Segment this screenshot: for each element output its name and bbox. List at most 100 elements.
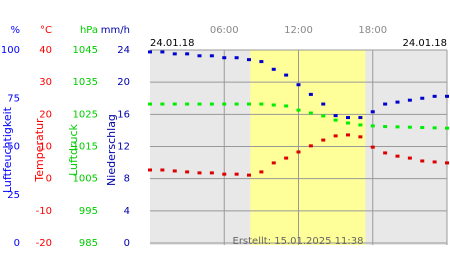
axis-title: Luftdruck	[67, 123, 80, 175]
y-tick-label: 12	[117, 142, 130, 153]
data-point	[296, 83, 301, 87]
y-tick-label: 8	[124, 174, 130, 185]
data-point	[185, 52, 190, 56]
y-tick-label: 75	[7, 93, 20, 104]
data-point	[247, 173, 251, 177]
axis-title: Luftfeuchtigkeit	[1, 106, 14, 193]
x-tick-label: 06:00	[210, 25, 239, 36]
y-tick-label: -20	[36, 238, 52, 249]
data-point	[259, 170, 264, 174]
y-tick-label: 995	[79, 206, 98, 217]
data-point	[160, 102, 165, 106]
y-tick-label: 20	[117, 77, 130, 88]
data-point	[160, 168, 165, 172]
data-point	[222, 56, 227, 60]
y-tick-label: 0	[46, 174, 52, 185]
data-point	[432, 94, 437, 98]
data-point	[321, 138, 326, 142]
y-tick-label: 0	[14, 238, 20, 249]
data-point	[234, 56, 239, 60]
data-point	[333, 118, 338, 122]
data-point	[407, 156, 412, 160]
data-point	[308, 111, 313, 115]
data-point	[370, 110, 375, 114]
data-point	[222, 172, 227, 176]
y-tick-label: 1005	[73, 174, 98, 185]
y-tick-label: -10	[36, 206, 52, 217]
data-point	[383, 125, 388, 129]
data-point	[148, 50, 152, 54]
data-point	[333, 114, 338, 118]
data-point	[185, 170, 190, 174]
data-point	[395, 154, 400, 158]
data-point	[197, 102, 202, 106]
y-tick-label: 1035	[73, 77, 98, 88]
data-point	[370, 124, 375, 128]
data-point	[197, 171, 202, 175]
data-point	[284, 104, 289, 108]
y-tick-label: 10	[39, 142, 52, 153]
data-point	[395, 100, 400, 104]
y-tick-label: 30	[39, 77, 52, 88]
axis-unit: %	[10, 25, 20, 36]
data-point	[445, 161, 449, 165]
y-tick-label: 25	[7, 190, 20, 201]
data-point	[420, 159, 425, 163]
y-tick-label: 50	[7, 142, 20, 153]
data-point	[420, 96, 425, 100]
data-point	[284, 73, 289, 77]
data-point	[296, 108, 301, 112]
data-point	[370, 145, 375, 149]
date-left: 24.01.18	[150, 38, 195, 49]
data-point	[222, 102, 227, 106]
data-point	[333, 134, 338, 138]
data-point	[172, 169, 177, 173]
data-point	[259, 102, 264, 106]
axis-title: Niederschlag	[105, 114, 118, 186]
x-tick-label: 12:00	[284, 25, 313, 36]
data-point	[259, 60, 264, 64]
data-point	[284, 156, 289, 160]
data-point	[432, 126, 437, 130]
daylight-band	[250, 50, 366, 245]
y-tick-label: 100	[1, 45, 20, 56]
data-point	[383, 102, 388, 106]
data-point	[172, 52, 177, 56]
data-point	[358, 123, 363, 127]
data-point	[197, 54, 202, 58]
y-tick-label: 1025	[73, 109, 98, 120]
axis-unit: mm/h	[101, 25, 130, 36]
y-tick-label: 1015	[73, 142, 98, 153]
data-point	[407, 98, 412, 102]
data-point	[271, 103, 276, 107]
data-point	[432, 160, 437, 164]
data-point	[308, 92, 313, 96]
x-tick-label: 18:00	[358, 25, 387, 36]
date-right: 24.01.18	[402, 38, 447, 49]
y-tick-label: 4	[124, 206, 130, 217]
data-point	[247, 58, 251, 62]
y-tick-label: 20	[39, 109, 52, 120]
data-point	[321, 102, 326, 106]
data-point	[296, 150, 301, 154]
axis-unit: °C	[40, 25, 52, 36]
data-point	[271, 67, 276, 71]
data-point	[346, 121, 350, 125]
data-point	[234, 102, 239, 106]
data-point	[209, 102, 214, 106]
data-point	[172, 102, 177, 106]
data-point	[358, 116, 363, 120]
data-point	[209, 54, 214, 58]
data-point	[395, 125, 400, 129]
y-tick-label: 985	[79, 238, 98, 249]
axis-unit: hPa	[80, 25, 98, 36]
y-tick-label: 0	[124, 238, 130, 249]
y-tick-label: 16	[117, 109, 130, 120]
data-point	[247, 102, 251, 106]
data-point	[160, 50, 165, 54]
data-point	[308, 144, 313, 148]
data-point	[234, 172, 239, 176]
data-point	[185, 102, 190, 106]
y-tick-label: 40	[39, 45, 52, 56]
